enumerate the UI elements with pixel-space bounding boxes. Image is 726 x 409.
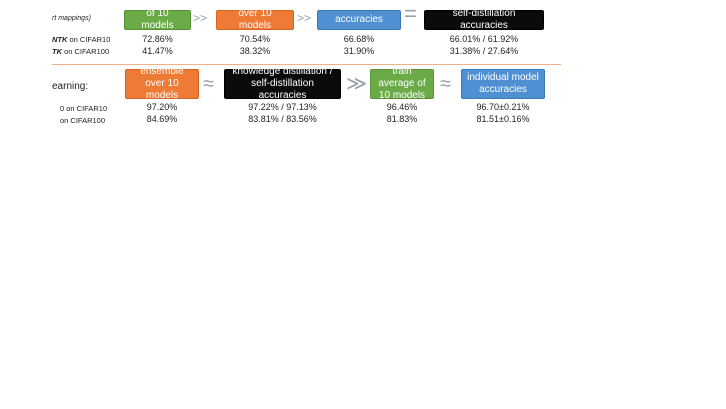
top-blue-box: accuracies [317,10,401,30]
bottom-row-1-col-1: 97.20% [146,102,178,112]
bottom-row-2-col-2: 83.81% / 83.56% [248,114,317,124]
top-row-2-col-3: 31.90% [343,46,375,56]
top-much-greater-symbol-b: >> [297,11,312,25]
bottom-left-label: earning: [52,81,89,92]
top-crop-label: rt mappings) [52,15,91,22]
top-row-1-col-1: 72.86% [142,34,173,44]
section-divider [52,64,561,65]
top-equal-symbol: = [404,1,417,26]
individual-model-box: individual model accuracies [461,69,545,99]
train-average-box: train average of 10 models [370,66,434,101]
top-much-greater-symbol-a: >> [193,11,208,25]
top-row-2-label: TK on CIFAR100 [52,47,110,56]
top-row-1-col-4: 66.01% / 61.92% [449,34,519,44]
much-greater-symbol: ≫ [346,73,367,95]
bottom-row-2-col-3: 81.83% [386,114,418,124]
top-black-box: self-distillation accuracies [424,8,544,31]
top-green-box: of 10 models [124,8,191,31]
top-row-2-col-1: 41.47% [142,46,173,56]
bottom-row-2-label: on CIFAR100 [60,116,106,125]
bottom-row-1-col-4: 96.70±0.21% [476,102,530,112]
bottom-row-2-col-4: 81.51±0.16% [476,114,530,124]
top-row-2-col-4: 31.38% / 27.64% [449,46,519,56]
bottom-row-1-col-2: 97.22% / 97.13% [248,102,317,112]
bottom-row-1-label: 0 on CIFAR10 [60,104,108,113]
top-row-1-label: NTK on CIFAR10 [52,35,111,44]
bottom-row-2-col-1: 84.69% [146,114,178,124]
top-row-1-col-3: 66.68% [343,34,375,44]
top-row-1-col-2: 70.54% [239,34,271,44]
top-orange-box: over 10 models [216,8,294,31]
distillation-box: knowledge distillation / self-distillati… [224,66,341,101]
top-row-2-col-2: 38.32% [239,46,271,56]
bottom-row-1-col-3: 96.46% [386,102,418,112]
approx-symbol-b: ≈ [440,73,451,95]
ensemble-box: ensemble over 10 models [125,66,199,101]
approx-symbol-a: ≈ [203,73,214,95]
